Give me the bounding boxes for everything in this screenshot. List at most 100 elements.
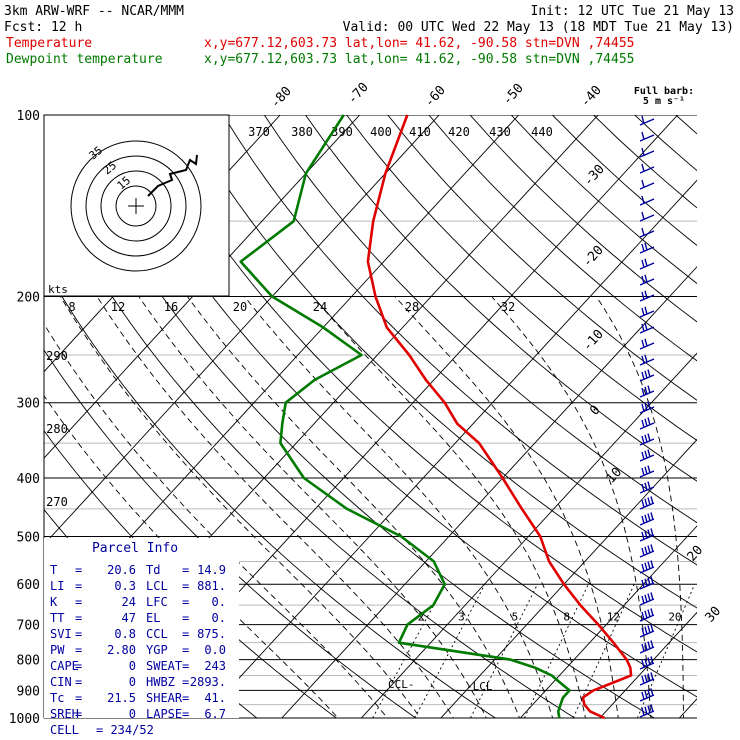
- barb-staff: [639, 118, 655, 126]
- barb-flag: [641, 691, 645, 700]
- moist-adiabat: [595, 296, 684, 718]
- mixing-ratio-label: 5: [512, 611, 519, 624]
- parcel-eq: =: [182, 675, 189, 689]
- dry-adiabat: [99, 115, 697, 698]
- isotherm-label: 10: [604, 465, 626, 487]
- barb-units: 5 m s⁻¹: [643, 96, 685, 107]
- parcel-value: 20.6: [107, 563, 136, 577]
- barb-flag: [647, 433, 651, 442]
- parcel-value: 14.9: [197, 563, 226, 577]
- mixing-ratio-label: 3: [458, 611, 465, 624]
- parcel-eq: =: [75, 579, 82, 593]
- moist-adiabat: [491, 296, 652, 718]
- parcel-value: 2893.: [190, 675, 226, 689]
- wind-barb: [639, 147, 655, 158]
- wind-barb: [639, 179, 655, 190]
- isotherm: [440, 438, 697, 718]
- barb-flag: [647, 577, 651, 586]
- wind-barb: [639, 496, 655, 510]
- wind-barb: [639, 688, 655, 702]
- barb-flag: [650, 608, 654, 617]
- wind-barb: [639, 512, 655, 526]
- wind-barb: [639, 227, 655, 238]
- hodograph-speed-label: 24: [313, 300, 327, 314]
- barb-flag: [650, 688, 654, 697]
- wind-barb: [639, 242, 655, 254]
- barb-flag: [647, 689, 651, 698]
- wind-barb: [639, 560, 655, 574]
- dry-adiabat: [346, 115, 697, 442]
- barb-staff: [639, 150, 655, 158]
- wind-barb: [639, 195, 655, 206]
- ccl-label: CCL-: [388, 678, 415, 691]
- parcel-key: PW: [50, 643, 65, 657]
- wind-barb: [639, 656, 655, 670]
- wind-barbs: Full barb: 5 m s⁻¹: [634, 86, 694, 718]
- barb-flag: [647, 609, 651, 618]
- isotherm: [519, 525, 697, 718]
- isotherm-label: -10: [580, 327, 607, 354]
- parcel-eq: =: [182, 563, 189, 577]
- valid-time: Valid: 00 UTC Wed 22 May 13 (18 MDT Tue …: [343, 20, 734, 35]
- barb-flag: [644, 322, 648, 331]
- moist-adiabat: [96, 296, 454, 718]
- isotherm-label: -60: [422, 83, 449, 110]
- moist-adiabat: [394, 296, 619, 718]
- barb-flag: [641, 355, 645, 364]
- wind-barb: [639, 258, 655, 270]
- parcel-value: 0.8: [114, 627, 136, 641]
- mixing-ratio-label: 8: [563, 611, 570, 624]
- barb-flag: [641, 595, 645, 604]
- isotherm-label: -20: [580, 243, 607, 270]
- barb-flag: [641, 291, 645, 300]
- wind-barb: [639, 417, 655, 430]
- parcel-key: CIN: [50, 675, 72, 689]
- wind-barb: [639, 211, 655, 222]
- barb-flag: [650, 656, 654, 665]
- barb-flag: [650, 496, 654, 505]
- parcel-eq: =: [75, 707, 82, 721]
- barb-flag: [644, 626, 648, 635]
- isotherm: [44, 115, 440, 546]
- wind-barb: [639, 465, 655, 478]
- barb-flag: [644, 674, 648, 683]
- barb-flag: [641, 467, 645, 476]
- parcel-key: EL: [146, 611, 160, 625]
- pressure-tick-label: 700: [17, 619, 40, 634]
- barb-flag: [641, 131, 645, 140]
- isotherm: [201, 179, 697, 718]
- wind-barb: [639, 290, 655, 302]
- pressure-tick-label: 400: [17, 472, 40, 487]
- parcel-eq: =: [75, 611, 82, 625]
- barb-flag: [644, 370, 648, 379]
- barb-flag: [644, 546, 648, 555]
- isotherm-label: 0: [587, 403, 603, 419]
- barb-flag: [644, 514, 648, 523]
- theta-label: 400: [370, 125, 392, 139]
- parcel-value: 0: [129, 707, 136, 721]
- isotherm: [360, 352, 697, 718]
- barb-flag: [641, 227, 645, 236]
- parcel-eq: =: [182, 595, 189, 609]
- parcel-info-panel: Parcel Info T = 20.6 Td = 14.9 LI = 0.3 LCL = 881. K =…: [44, 538, 239, 737]
- barb-flag: [641, 659, 645, 668]
- parcel-value: 0: [129, 675, 136, 689]
- full-barb-note: Full barb:: [634, 86, 694, 97]
- parcel-key: YGP: [146, 643, 168, 657]
- barb-flag: [650, 544, 654, 553]
- parcel-key: LAPSE: [146, 707, 182, 721]
- wind-barb: [639, 115, 655, 126]
- wind-barb: [639, 449, 655, 462]
- parcel-value: 0.: [212, 595, 226, 609]
- isotherm-label: -80: [268, 84, 295, 111]
- parcel-eq: =: [182, 611, 189, 625]
- parcel-key: SVI: [50, 627, 72, 641]
- parcel-eq: =: [75, 659, 82, 673]
- parcel-key: LFC: [146, 595, 168, 609]
- forecast-hour: Fcst: 12 h: [4, 20, 82, 35]
- barb-flag: [647, 481, 651, 490]
- barb-staff: [639, 182, 655, 190]
- pressure-tick-label: 800: [17, 654, 40, 669]
- barb-flag: [641, 115, 645, 124]
